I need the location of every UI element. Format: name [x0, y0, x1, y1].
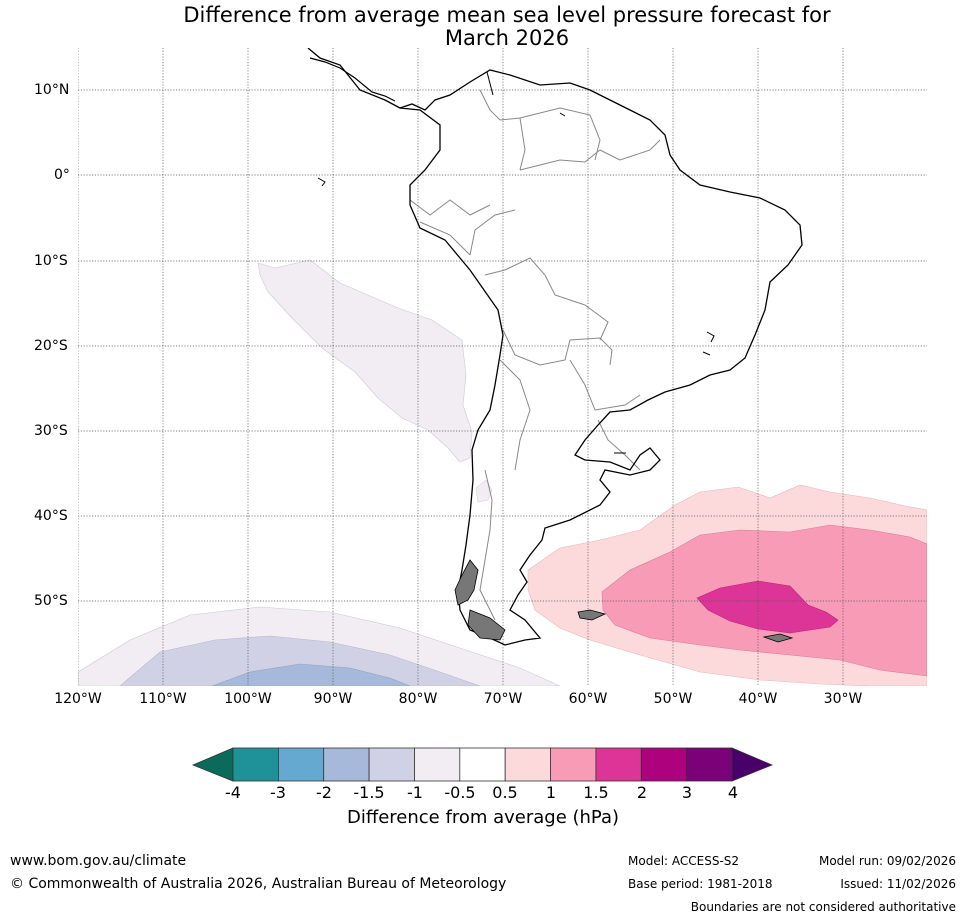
- colorbar-tick: -3: [270, 783, 286, 802]
- islands: [454, 559, 794, 643]
- title-line-1: Difference from average mean sea level p…: [183, 3, 831, 27]
- website-link[interactable]: www.bom.gov.au/climate: [10, 853, 187, 869]
- lat-label-40s: 40°S: [34, 508, 68, 524]
- colorbar: [191, 747, 774, 782]
- colorbar-segment: [232, 747, 279, 782]
- lon-label-80w: 80°W: [398, 691, 438, 707]
- anomaly-region-minus-1.5: [211, 663, 411, 686]
- colorbar-tick: 1.5: [583, 783, 609, 802]
- central-america-coast: [309, 57, 396, 102]
- colorbar-tick: -4: [225, 783, 241, 802]
- colorbar-segment: [550, 747, 597, 782]
- colorbar-tick: -0.5: [444, 783, 476, 802]
- south-america-coastline: [307, 48, 803, 646]
- anomaly-region-plus-1.5: [696, 580, 839, 634]
- lon-label-40w: 40°W: [738, 691, 778, 707]
- colorbar-title: Difference from average (hPa): [346, 807, 620, 828]
- lat-label-10s: 10°S: [34, 253, 68, 269]
- chart-title: Difference from average mean sea level p…: [0, 4, 965, 50]
- colorbar-segment: [640, 747, 688, 782]
- colorbar-tick: 1: [545, 783, 557, 802]
- lat-label-10n: 10°N: [34, 82, 70, 98]
- colorbar-tick: -1: [407, 783, 423, 802]
- boundaries-note: Boundaries are not considered authoritat…: [690, 900, 956, 914]
- map-area: [78, 48, 927, 686]
- islands-small: [317, 71, 715, 454]
- colorbar-extend-high: [731, 747, 774, 782]
- anomaly-region-minus-1: [119, 635, 481, 686]
- colorbar-segment: [595, 747, 642, 782]
- model-text: Model: ACCESS-S2: [628, 854, 740, 868]
- colorbar-segment: [277, 747, 325, 782]
- colorbar-segment: [686, 747, 733, 782]
- lon-label-100w: 100°W: [224, 691, 272, 707]
- issued-text: Issued: 11/02/2026: [840, 877, 956, 891]
- colorbar-tick: 3: [681, 783, 693, 802]
- colorbar-tick: -2: [316, 783, 332, 802]
- lon-label-60w: 60°W: [568, 691, 608, 707]
- colorbar-extend-low: [191, 747, 234, 782]
- colorbar-segment: [504, 747, 552, 782]
- colorbar-tick: 2: [636, 783, 648, 802]
- lon-label-70w: 70°W: [483, 691, 523, 707]
- base-period-text: Base period: 1981-2018: [628, 877, 773, 891]
- lat-label-0: 0°: [54, 167, 70, 183]
- copyright-text: © Commonwealth of Australia 2026, Austra…: [10, 876, 507, 892]
- model-run-text: Model run: 09/02/2026: [818, 854, 956, 868]
- colorbar-segment: [414, 747, 461, 782]
- lon-label-90w: 90°W: [313, 691, 353, 707]
- lat-label-20s: 20°S: [34, 338, 68, 354]
- anomaly-region-minus-0.5-west: [257, 259, 473, 463]
- colorbar-tick: 4: [727, 783, 739, 802]
- lon-label-50w: 50°W: [653, 691, 693, 707]
- anomaly-region-plus-0.5-patagonia: [475, 479, 493, 503]
- lon-label-110w: 110°W: [139, 691, 187, 707]
- colorbar-segment: [368, 747, 415, 782]
- lat-label-30s: 30°S: [34, 423, 68, 439]
- colorbar-tick: -1.5: [353, 783, 385, 802]
- colorbar-segment: [459, 747, 506, 782]
- lat-label-50s: 50°S: [34, 593, 68, 609]
- lon-label-30w: 30°W: [823, 691, 863, 707]
- lon-label-120w: 120°W: [54, 691, 102, 707]
- title-line-2: March 2026: [444, 26, 570, 50]
- colorbar-tick: 0.5: [492, 783, 518, 802]
- national-boundaries: [409, 89, 661, 621]
- colorbar-segment: [323, 747, 370, 782]
